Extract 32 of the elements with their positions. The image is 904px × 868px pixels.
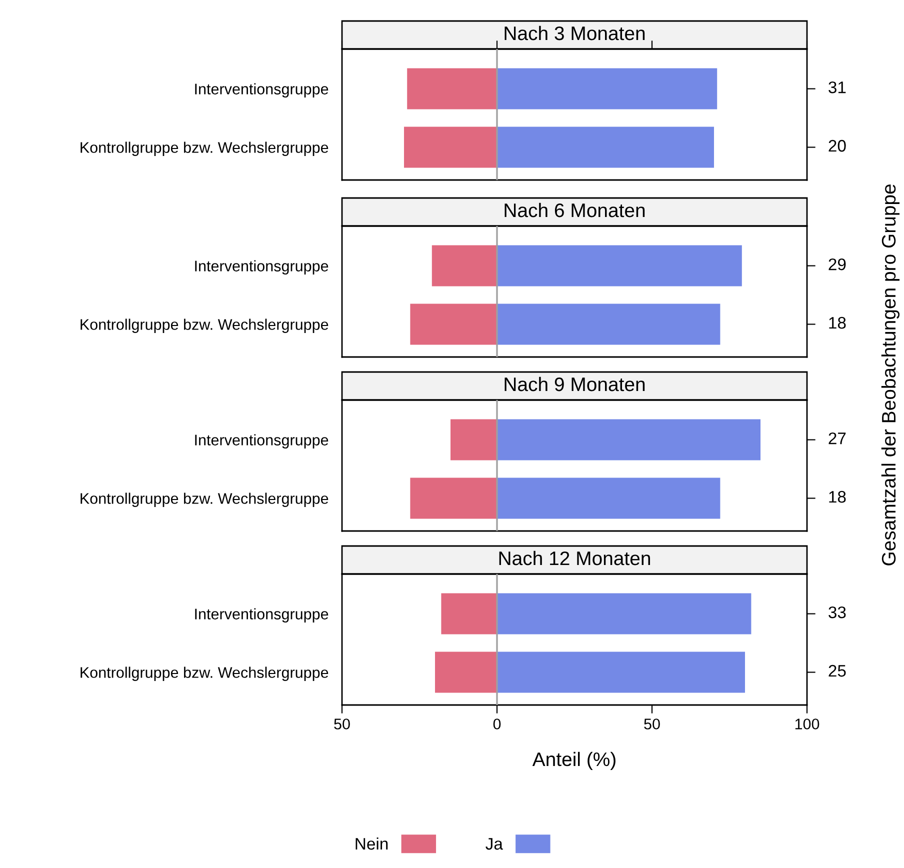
x-tick-label: 50 <box>334 718 350 730</box>
text: 18 <box>829 490 846 503</box>
y-tick-label: Interventionsgruppe <box>195 608 328 622</box>
bar <box>441 593 497 634</box>
y-tick-label: Interventionsgruppe <box>195 434 328 448</box>
legend-label: Ja <box>486 838 503 850</box>
bar <box>435 652 497 693</box>
text: 29 <box>828 258 846 270</box>
chart-title: Nach 6 Monaten <box>504 202 645 218</box>
bar <box>497 652 745 693</box>
chart-title: Nach 9 Monaten <box>504 376 645 392</box>
y-tick-label: Interventionsgruppe <box>195 260 328 274</box>
chart-title: Nach 3 Monaten <box>504 26 645 40</box>
text: 20 <box>828 140 846 152</box>
chart-title: Nach 12 Monaten <box>499 550 650 566</box>
legend-label: Nein <box>356 837 388 850</box>
text: 18 <box>829 316 846 329</box>
y-tick-label: Interventionsgruppe <box>195 83 328 98</box>
bar <box>497 593 752 634</box>
y-tick-label: Kontrollgruppe bzw. Wechslergruppe <box>80 666 328 681</box>
x-axis-title: Anteil (%) <box>532 752 616 770</box>
x-tick-label: 0 <box>493 718 501 730</box>
text: 27 <box>828 432 846 444</box>
y-tick-label: Kontrollgruppe bzw. Wechslergruppe <box>80 318 328 333</box>
x-tick-label: 100 <box>795 718 820 730</box>
y-tick-label: Kontrollgruppe bzw. Wechslergruppe <box>80 492 328 507</box>
y2-axis-title: Gesamtzahl der Beobachtungen pro Gruppe <box>881 184 900 566</box>
text: 31 <box>828 81 846 94</box>
text: 25 <box>828 664 846 677</box>
text: 33 <box>828 606 846 618</box>
x-tick-label: 50 <box>644 718 660 730</box>
y-tick-label: Kontrollgruppe bzw. Wechslergruppe <box>80 142 328 156</box>
